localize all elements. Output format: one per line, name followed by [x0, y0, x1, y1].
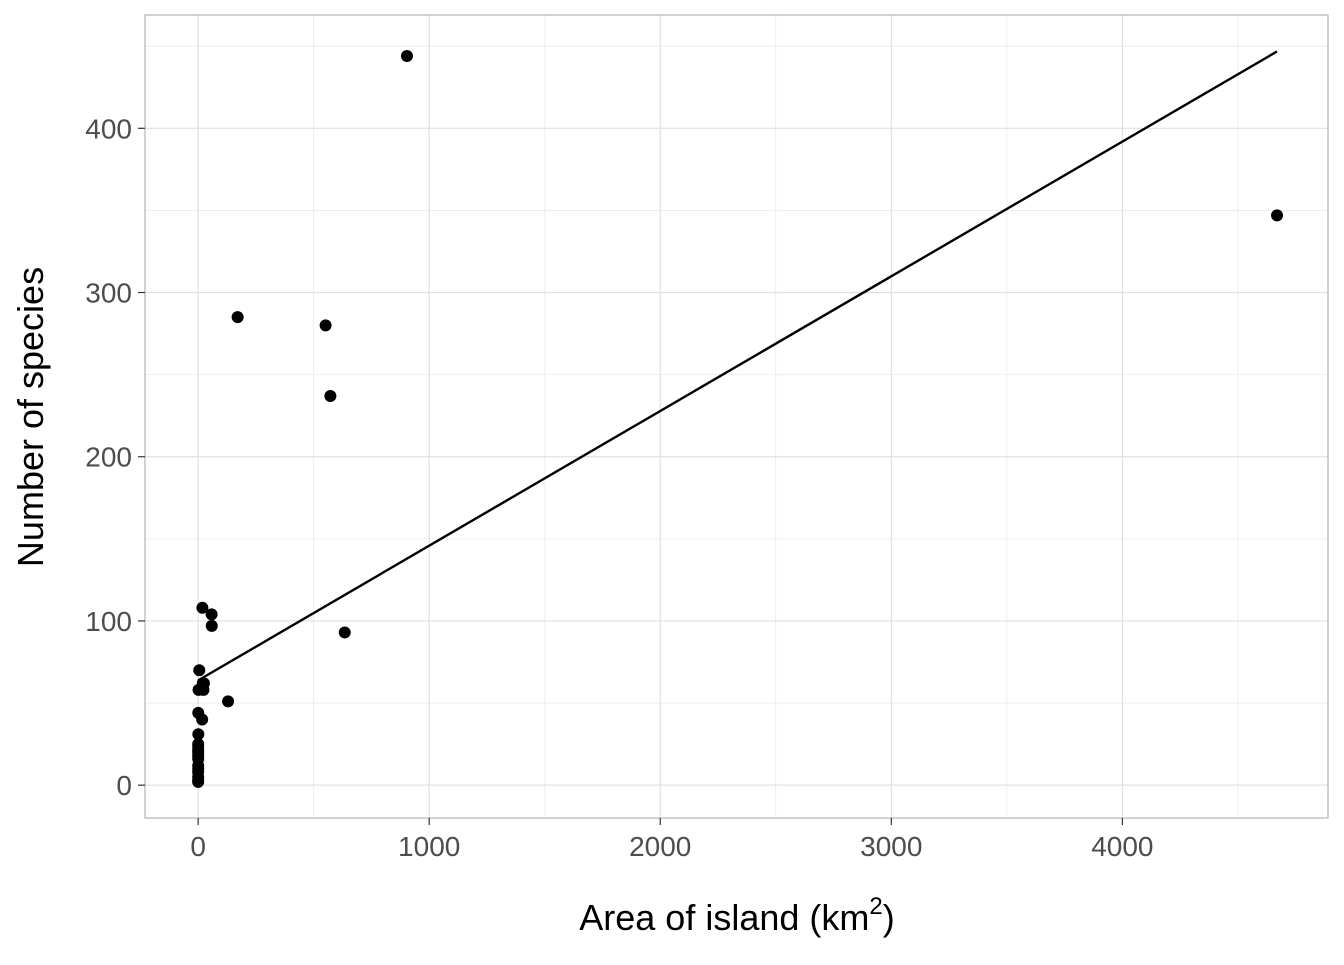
data-point [196, 601, 209, 614]
x-axis-title-superscript: 2 [869, 893, 882, 920]
major-gridlines [145, 15, 1328, 818]
x-tick-label: 2000 [629, 831, 691, 862]
y-tick-label: 400 [85, 113, 132, 144]
x-axis-title: Area of island (km2) [579, 893, 894, 938]
x-axis-ticks: 0 1000 2000 3000 4000 [190, 818, 1154, 862]
data-points [192, 50, 1284, 788]
minor-gridlines [145, 15, 1328, 818]
x-tick-label: 4000 [1091, 831, 1153, 862]
data-point [222, 695, 235, 708]
data-point [192, 728, 205, 741]
y-axis-ticks: 0 100 200 300 400 [85, 113, 145, 801]
data-point [193, 664, 206, 677]
data-point [1271, 209, 1284, 222]
panel-border [144, 14, 1329, 819]
y-axis-title: Number of species [10, 267, 51, 567]
data-point [197, 683, 210, 696]
regression-line-layer [197, 50, 1278, 682]
data-point [338, 626, 351, 639]
x-tick-label: 0 [190, 831, 206, 862]
y-tick-label: 0 [116, 770, 132, 801]
y-tick-label: 300 [85, 278, 132, 309]
data-point [231, 311, 244, 324]
data-point [205, 608, 218, 621]
data-point [319, 319, 332, 332]
y-tick-label: 100 [85, 606, 132, 637]
data-point [400, 50, 413, 63]
data-point [324, 389, 337, 402]
data-point [205, 619, 218, 632]
x-tick-label: 3000 [860, 831, 922, 862]
data-point [192, 775, 205, 788]
regression-line [197, 50, 1278, 682]
y-tick-label: 200 [85, 442, 132, 473]
data-point [196, 713, 209, 726]
x-axis-title-suffix: ) [883, 897, 895, 938]
x-tick-label: 1000 [398, 831, 460, 862]
